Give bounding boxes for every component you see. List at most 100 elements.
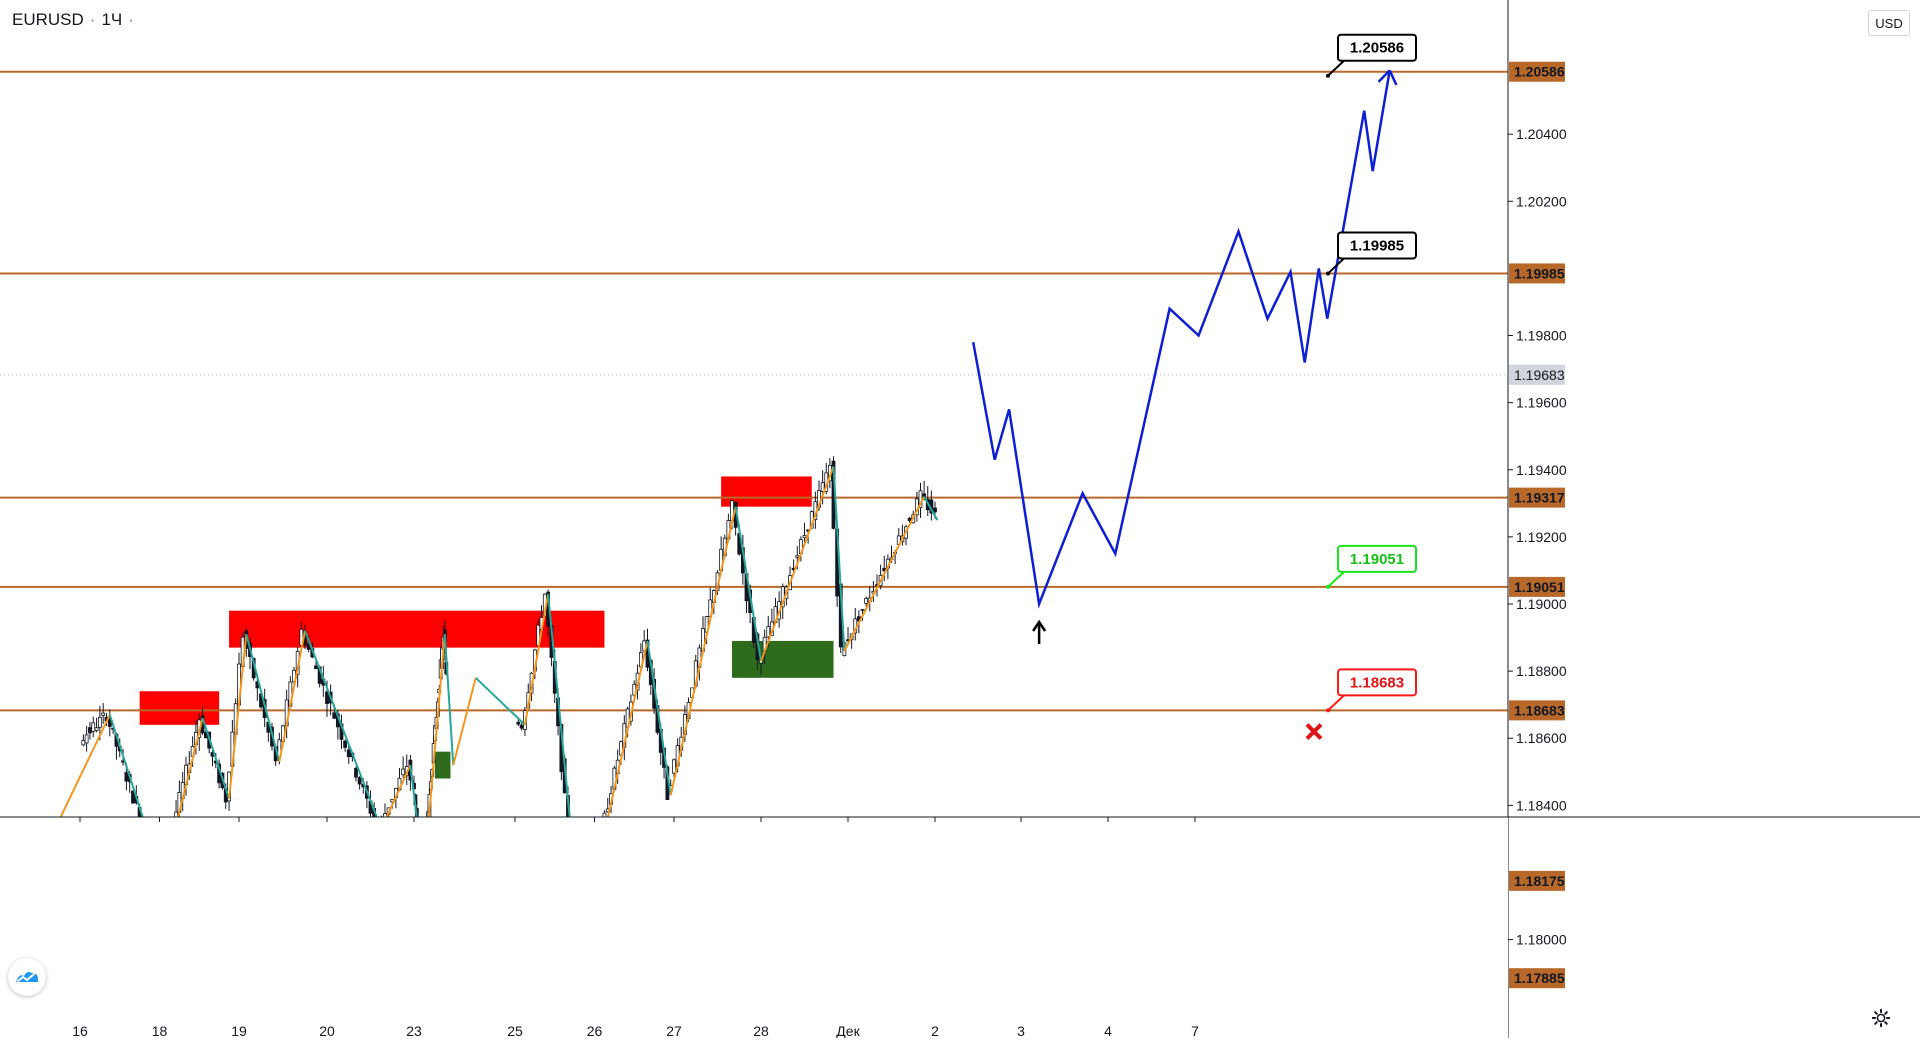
- callout-leader: [1327, 694, 1345, 712]
- zigzag-segment: [278, 630, 306, 762]
- time-tick-label: 28: [753, 1023, 769, 1038]
- zigzag-segment: [760, 466, 835, 662]
- price-tick-label: 1.19000: [1516, 596, 1567, 612]
- callout-box: [1337, 231, 1417, 260]
- level-badge-label: 1.20586: [1514, 64, 1565, 80]
- currency-button[interactable]: USD: [1868, 10, 1910, 36]
- zigzag-segment: [923, 496, 939, 521]
- current-price-label: 1.19683: [1514, 367, 1565, 383]
- resistance-zone: [139, 691, 220, 725]
- time-tick-label: 20: [319, 1023, 335, 1038]
- zigzag-segment: [646, 640, 672, 796]
- candle-up: [97, 717, 102, 728]
- candle-down: [346, 749, 351, 758]
- candle-down: [922, 493, 927, 498]
- level-badge[interactable]: [1509, 487, 1565, 508]
- price-tick-label: 1.18800: [1516, 663, 1567, 679]
- candle-up: [820, 482, 825, 492]
- current-price-badge[interactable]: [1509, 364, 1565, 385]
- price-tick-label: 1.19400: [1516, 462, 1567, 478]
- time-scale-bg: [0, 817, 1508, 1038]
- candle-up: [81, 740, 86, 746]
- candle-down: [124, 772, 129, 782]
- tradingview-logo-icon: [16, 972, 38, 982]
- price-tick-label: 1.19600: [1516, 395, 1567, 411]
- time-tick-label: 3: [1017, 1023, 1025, 1038]
- level-badge[interactable]: [1509, 700, 1565, 721]
- forecast-path[interactable]: [971, 70, 1391, 609]
- resistance-zone: [721, 476, 812, 507]
- callout-anchor: [1326, 271, 1330, 276]
- callout-box: [1337, 668, 1417, 697]
- zigzag-segment: [201, 717, 231, 799]
- arrow-up-icon: [1032, 619, 1047, 644]
- level-badge-label: 1.19317: [1514, 490, 1565, 506]
- callout-target[interactable]: 1.19985: [1326, 231, 1417, 276]
- callout-anchor: [1326, 73, 1330, 78]
- candle-down: [933, 507, 937, 513]
- zigzag-segment: [452, 677, 477, 766]
- zigzag-segment: [228, 634, 248, 799]
- symbol-title: EURUSD · 1Ч ·: [12, 10, 134, 30]
- time-tick-label: 23: [406, 1023, 422, 1038]
- zigzag-segment: [523, 593, 550, 725]
- zigzag-segment: [475, 677, 526, 726]
- callout-leader: [1327, 60, 1345, 77]
- level-badge[interactable]: [1509, 968, 1565, 989]
- level-badge-label: 1.18175: [1514, 873, 1565, 889]
- interval-label[interactable]: 1Ч: [101, 10, 123, 29]
- cross-stroke: [1305, 723, 1323, 740]
- callout-target[interactable]: 1.20586: [1326, 33, 1417, 78]
- settings-button[interactable]: [1868, 1005, 1894, 1031]
- candle-up: [91, 722, 96, 732]
- time-tick-label: 16: [72, 1023, 88, 1038]
- title-trail: ·: [128, 10, 134, 29]
- time-tick-label: 27: [666, 1023, 682, 1038]
- callout-buy[interactable]: 1.19051: [1326, 544, 1417, 589]
- cross-icon: [1305, 723, 1323, 740]
- level-badge-label: 1.19985: [1514, 265, 1565, 281]
- callout-anchor: [1326, 584, 1330, 589]
- time-tick-label: 2: [931, 1023, 939, 1038]
- time-tick-label: 19: [231, 1023, 247, 1038]
- callout-leader: [1327, 257, 1345, 275]
- zigzag-segment: [245, 633, 281, 762]
- price-tick-label: 1.19200: [1516, 529, 1567, 545]
- level-badge[interactable]: [1509, 61, 1565, 82]
- candle-down: [354, 768, 358, 778]
- zigzag-segment: [669, 506, 737, 796]
- candle-up: [84, 734, 89, 744]
- forecast-arrowhead: [1377, 69, 1391, 83]
- arrow-head: [1032, 619, 1047, 632]
- title-separator: ·: [89, 10, 96, 29]
- level-badge[interactable]: [1509, 870, 1565, 891]
- time-tick-label: 25: [507, 1023, 523, 1038]
- time-tick-label: Дек: [836, 1023, 860, 1038]
- candle-up: [672, 759, 676, 774]
- price-tick-label: 1.20400: [1516, 126, 1567, 142]
- tradingview-logo-button[interactable]: [8, 958, 46, 996]
- callout-stop[interactable]: 1.18683: [1326, 668, 1417, 713]
- time-tick-label: 26: [587, 1023, 603, 1038]
- zigzag-segment: [843, 496, 926, 652]
- level-badge[interactable]: [1509, 263, 1565, 284]
- candle-up: [766, 626, 771, 638]
- candle-up: [795, 555, 800, 558]
- support-zone: [732, 640, 834, 678]
- candle-down: [357, 777, 362, 785]
- symbol-name[interactable]: EURUSD: [12, 10, 84, 29]
- candle-down: [516, 721, 521, 725]
- callout-box: [1337, 33, 1417, 62]
- callout-text: 1.19985: [1350, 237, 1404, 254]
- candle-up: [864, 598, 869, 604]
- price-tick-label: 1.18000: [1516, 932, 1567, 948]
- time-tick-label: 4: [1104, 1023, 1112, 1038]
- forecast-arrowhead: [1388, 69, 1398, 86]
- time-tick-label: 18: [152, 1023, 168, 1038]
- level-badge[interactable]: [1509, 576, 1565, 597]
- price-scale-bg: [1508, 0, 1920, 1038]
- price-tick-label: 1.18600: [1516, 730, 1567, 746]
- candle-up: [860, 608, 865, 611]
